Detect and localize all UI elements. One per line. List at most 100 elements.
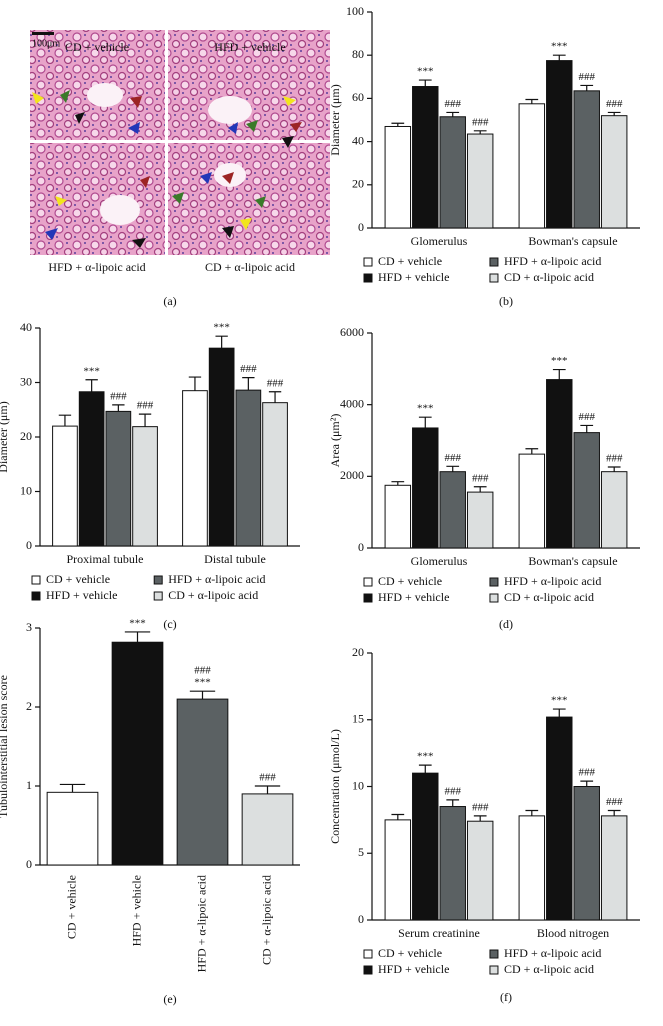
y-tick-label: 20	[20, 429, 32, 443]
bar	[547, 61, 572, 228]
legend-label: CD + α-lipoic acid	[504, 962, 594, 976]
error-bar	[474, 487, 487, 492]
significance-label: ###	[267, 377, 284, 389]
legend-swatch	[154, 576, 162, 584]
y-tick-label: 0	[26, 857, 32, 871]
significance-label: ###	[472, 472, 489, 484]
group-label: HFD + α-lipoic acid	[48, 260, 145, 274]
significance-label: ###	[444, 785, 461, 797]
significance-label: ###	[606, 453, 623, 465]
legend-label: CD + α-lipoic acid	[504, 270, 594, 284]
legend-swatch	[490, 274, 498, 282]
legend-swatch	[364, 258, 372, 266]
group-label: HFD + vehicle	[214, 40, 285, 54]
error-bar	[391, 815, 404, 820]
error-bar	[419, 765, 432, 773]
error-bar	[269, 392, 281, 403]
scale-bar	[32, 32, 54, 35]
y-axis-label: Area (μm²)	[328, 414, 342, 468]
significance-label: ***	[213, 322, 230, 334]
significance-label: ***	[83, 365, 100, 377]
bar	[47, 792, 98, 865]
bar	[547, 380, 572, 548]
group-label: CD + vehicle	[65, 40, 129, 54]
error-bar	[242, 378, 254, 391]
legend-swatch	[364, 578, 372, 586]
bar	[385, 485, 410, 548]
x-tick-label: Proximal tubule	[67, 552, 144, 566]
bar	[547, 717, 572, 920]
y-tick-label: 6000	[340, 325, 364, 339]
bar	[440, 472, 465, 548]
error-bar	[525, 811, 538, 816]
x-tick-label: HFD + α-lipoic acid	[194, 875, 208, 972]
bar	[413, 428, 438, 548]
significance-label: ###	[606, 796, 623, 808]
error-bar	[608, 811, 621, 816]
y-tick-label: 20	[352, 645, 364, 659]
significance-label: ###	[606, 98, 623, 110]
legend-label: CD + α-lipoic acid	[168, 588, 258, 602]
significance-label: ###	[194, 665, 211, 677]
bar	[574, 91, 599, 228]
panel-label: (c)	[163, 617, 176, 631]
y-tick-label: 2	[26, 699, 32, 713]
legend-swatch	[490, 950, 498, 958]
bar	[519, 454, 544, 548]
error-bar	[553, 370, 566, 380]
error-bar	[112, 405, 124, 412]
legend-swatch	[490, 594, 498, 602]
bar	[413, 87, 438, 228]
legend-label: HFD + vehicle	[378, 590, 449, 604]
bar	[601, 816, 626, 920]
legend-label: CD + α-lipoic acid	[504, 590, 594, 604]
y-tick-label: 80	[352, 47, 364, 61]
legend-label: HFD + vehicle	[378, 962, 449, 976]
error-bar	[474, 816, 487, 821]
glomerulus	[208, 96, 252, 124]
y-tick-label: 2000	[340, 468, 364, 482]
legend-swatch	[364, 966, 372, 974]
x-tick-label: Bowman's capsule	[528, 234, 617, 248]
bar	[183, 391, 208, 546]
panel-label: (a)	[163, 294, 176, 308]
legend-swatch	[490, 258, 498, 266]
y-tick-label: 4000	[340, 396, 364, 410]
significance-label: ###	[472, 801, 489, 813]
significance-label: ###	[578, 411, 595, 423]
y-axis-label: Tubulointerstitial lesion score	[0, 675, 10, 818]
legend-swatch	[32, 592, 40, 600]
bar	[440, 807, 465, 920]
legend-swatch	[364, 594, 372, 602]
significance-label: ###	[444, 98, 461, 110]
error-bar	[139, 414, 151, 427]
panel-label: (f)	[500, 990, 512, 1004]
legend-swatch	[490, 966, 498, 974]
bar	[574, 787, 599, 921]
error-bar	[525, 449, 538, 454]
error-bar	[215, 336, 227, 348]
significance-label: ###	[578, 71, 595, 83]
micrograph	[168, 143, 330, 255]
significance-label: ###	[240, 363, 257, 375]
significance-label: ###	[110, 390, 127, 402]
x-tick-label: Glomerulus	[411, 234, 468, 248]
y-tick-label: 5	[358, 845, 364, 859]
y-tick-label: 10	[352, 778, 364, 792]
y-tick-label: 0	[358, 540, 364, 554]
error-bar	[255, 786, 280, 794]
significance-label: ###	[137, 400, 154, 412]
y-tick-label: 0	[26, 538, 32, 552]
error-bar	[190, 691, 215, 699]
y-axis-label: Diameter (μm)	[0, 401, 10, 472]
y-axis-label: Diameter (μm)	[328, 84, 342, 155]
bar	[440, 117, 465, 228]
bar	[177, 699, 228, 865]
bar	[263, 403, 288, 546]
y-tick-label: 40	[20, 320, 32, 334]
significance-label: ***	[551, 41, 568, 53]
x-tick-label: HFD + vehicle	[129, 875, 143, 946]
error-bar	[419, 417, 432, 428]
